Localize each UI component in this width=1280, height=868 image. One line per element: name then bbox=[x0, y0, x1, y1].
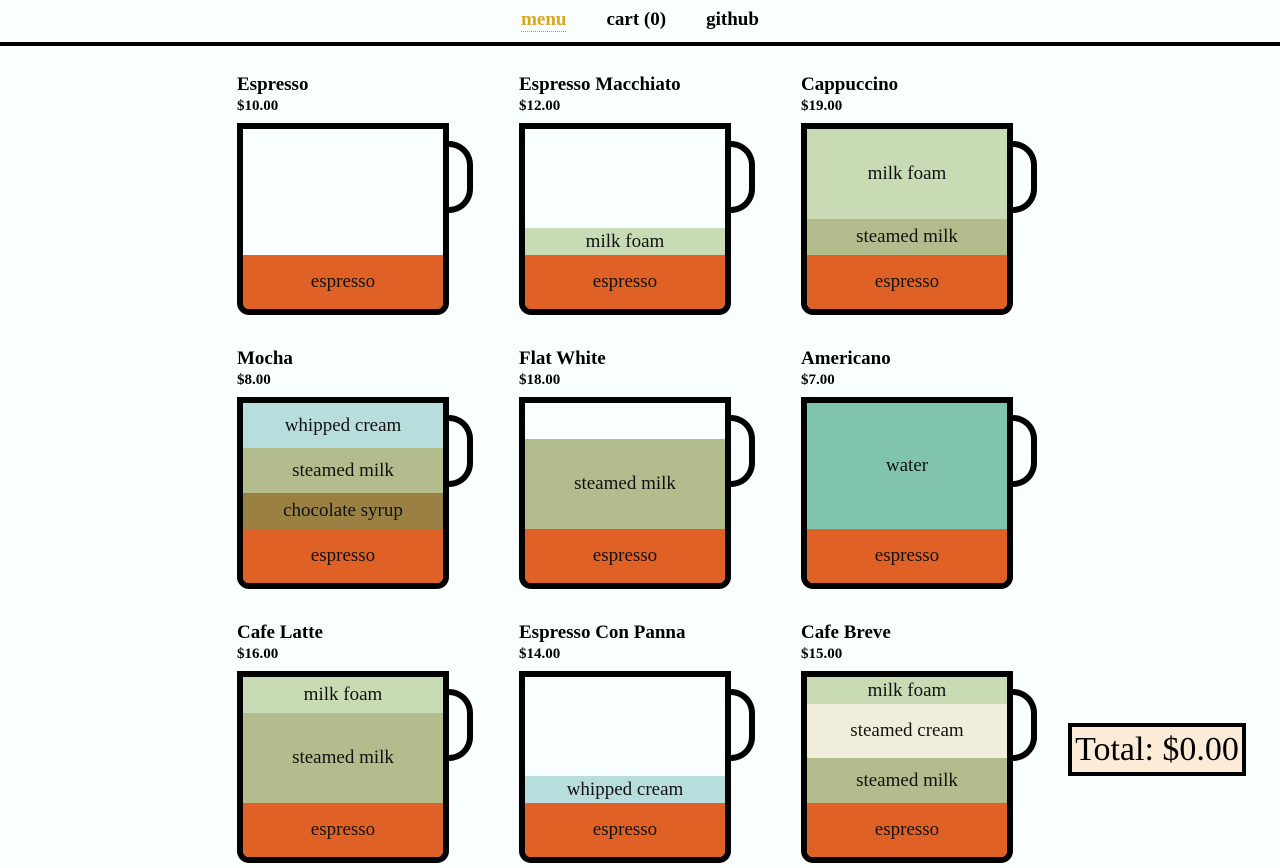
cup-body: milk foam steamed milk espresso bbox=[237, 671, 449, 863]
menu-item[interactable]: Espresso Con Panna $14.00 whipped cream e… bbox=[519, 594, 801, 868]
cup-icon[interactable]: whipped cream espresso bbox=[519, 671, 769, 863]
ingredient-layer: whipped cream bbox=[525, 776, 725, 803]
ingredient-layer: steamed milk bbox=[243, 713, 443, 803]
cup-body: espresso bbox=[237, 123, 449, 315]
cup-icon[interactable]: milk foam steamed milk espresso bbox=[237, 671, 487, 863]
drink-name: Espresso bbox=[237, 74, 309, 95]
menu-item[interactable]: Cappuccino $19.00 milk foam steamed milk e… bbox=[801, 46, 1083, 320]
ingredient-layer: espresso bbox=[807, 255, 1007, 309]
cup-icon[interactable]: milk foam steamed milk espresso bbox=[801, 123, 1051, 315]
cup-icon[interactable]: espresso bbox=[237, 123, 487, 315]
drink-price: $12.00 bbox=[519, 98, 561, 114]
cup-handle bbox=[731, 415, 755, 487]
ingredient-layer: espresso bbox=[807, 529, 1007, 583]
cup-body: steamed milk espresso bbox=[519, 397, 731, 589]
ingredient-layer: chocolate syrup bbox=[243, 493, 443, 529]
drink-name: Americano bbox=[801, 348, 891, 369]
cup-icon[interactable]: milk foam steamed cream steamed milk espres… bbox=[801, 671, 1051, 863]
ingredient-layer: whipped cream bbox=[243, 403, 443, 448]
ingredient-layer: espresso bbox=[243, 255, 443, 309]
cup-icon[interactable]: water espresso bbox=[801, 397, 1051, 589]
menu-grid: Espresso $10.00 espresso Espresso Macchi… bbox=[237, 46, 1083, 868]
drink-name: Cafe Latte bbox=[237, 622, 323, 643]
cup-body: milk foam espresso bbox=[519, 123, 731, 315]
nav-github-link[interactable]: github bbox=[706, 9, 759, 30]
drink-price: $19.00 bbox=[801, 98, 843, 114]
drink-price: $15.00 bbox=[801, 646, 843, 662]
ingredient-layer: espresso bbox=[525, 529, 725, 583]
ingredient-layer: espresso bbox=[807, 803, 1007, 857]
cup-body: whipped cream steamed milk chocolate syrup… bbox=[237, 397, 449, 589]
menu-item[interactable]: Cafe Latte $16.00 milk foam steamed milk e… bbox=[237, 594, 519, 868]
top-nav: menu cart (0) github bbox=[0, 0, 1280, 46]
ingredient-layer: water bbox=[807, 403, 1007, 529]
drink-price: $16.00 bbox=[237, 646, 279, 662]
cup-body: milk foam steamed cream steamed milk espres… bbox=[801, 671, 1013, 863]
cup-body: milk foam steamed milk espresso bbox=[801, 123, 1013, 315]
drink-name: Mocha bbox=[237, 348, 293, 369]
total-display: Total: $0.00 bbox=[1068, 723, 1246, 776]
drink-name: Flat White bbox=[519, 348, 606, 369]
drink-price: $8.00 bbox=[237, 372, 271, 388]
nav-menu-link[interactable]: menu bbox=[521, 8, 567, 32]
drink-price: $18.00 bbox=[519, 372, 561, 388]
ingredient-layer: steamed milk bbox=[525, 439, 725, 529]
ingredient-layer: espresso bbox=[525, 803, 725, 857]
menu-item[interactable]: Espresso Macchiato $12.00 milk foam espre… bbox=[519, 46, 801, 320]
cup-icon[interactable]: milk foam espresso bbox=[519, 123, 769, 315]
drink-name: Espresso Con Panna bbox=[519, 622, 686, 643]
cup-body: whipped cream espresso bbox=[519, 671, 731, 863]
drink-price: $14.00 bbox=[519, 646, 561, 662]
ingredient-layer: steamed milk bbox=[243, 448, 443, 493]
drink-price: $7.00 bbox=[801, 372, 835, 388]
cup-handle bbox=[731, 689, 755, 761]
cup-handle bbox=[449, 689, 473, 761]
ingredient-layer: milk foam bbox=[525, 228, 725, 255]
ingredient-layer: steamed milk bbox=[807, 758, 1007, 803]
menu-item[interactable]: Flat White $18.00 steamed milk espresso bbox=[519, 320, 801, 594]
ingredient-layer: steamed cream bbox=[807, 704, 1007, 758]
menu-item[interactable]: Cafe Breve $15.00 milk foam steamed cream… bbox=[801, 594, 1083, 868]
ingredient-layer: espresso bbox=[243, 803, 443, 857]
nav-cart-link[interactable]: cart (0) bbox=[606, 9, 667, 30]
cup-handle bbox=[1013, 415, 1037, 487]
cup-handle bbox=[731, 141, 755, 213]
drink-name: Cappuccino bbox=[801, 74, 899, 95]
menu-item[interactable]: Mocha $8.00 whipped cream steamed milk cho… bbox=[237, 320, 519, 594]
drink-name: Espresso Macchiato bbox=[519, 74, 681, 95]
cup-handle bbox=[1013, 141, 1037, 213]
cup-icon[interactable]: steamed milk espresso bbox=[519, 397, 769, 589]
ingredient-layer: milk foam bbox=[807, 677, 1007, 704]
ingredient-layer: milk foam bbox=[807, 129, 1007, 219]
ingredient-layer: milk foam bbox=[243, 677, 443, 713]
cup-body: water espresso bbox=[801, 397, 1013, 589]
cup-handle bbox=[1013, 689, 1037, 761]
cup-icon[interactable]: whipped cream steamed milk chocolate syrup… bbox=[237, 397, 487, 589]
ingredient-layer: espresso bbox=[525, 255, 725, 309]
menu-item[interactable]: Americano $7.00 water espresso bbox=[801, 320, 1083, 594]
drink-name: Cafe Breve bbox=[801, 622, 891, 643]
ingredient-layer: espresso bbox=[243, 529, 443, 583]
drink-price: $10.00 bbox=[237, 98, 279, 114]
cup-handle bbox=[449, 415, 473, 487]
menu-item[interactable]: Espresso $10.00 espresso bbox=[237, 46, 519, 320]
cup-handle bbox=[449, 141, 473, 213]
ingredient-layer: steamed milk bbox=[807, 219, 1007, 255]
